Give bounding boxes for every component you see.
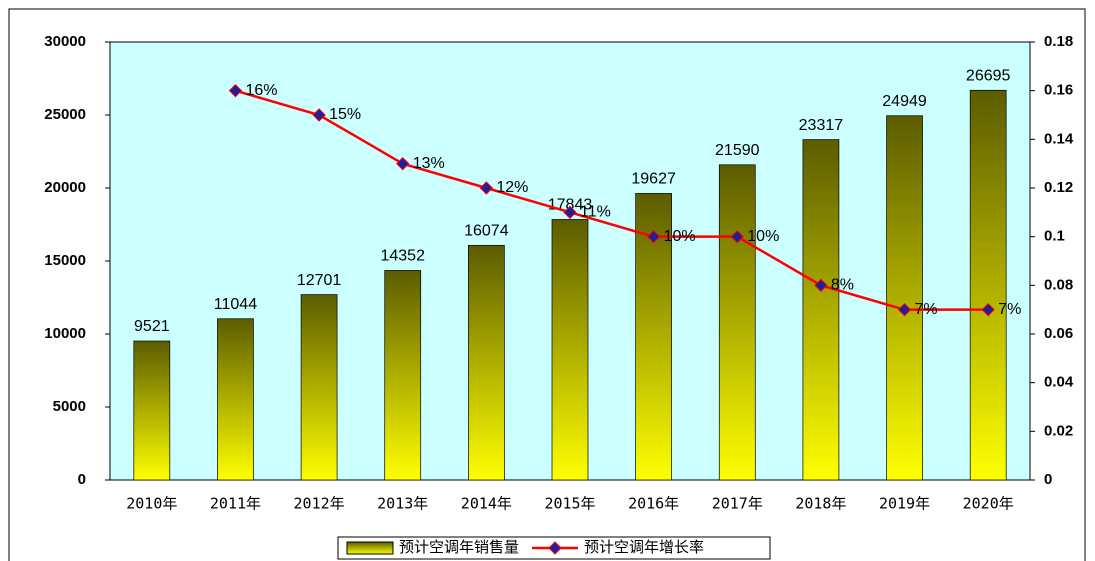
frame bbox=[8, 8, 1086, 561]
line-marker bbox=[228, 83, 243, 98]
x-tick-label: 2010年 bbox=[126, 495, 177, 513]
line bbox=[235, 89, 989, 311]
y2-tick-label: 0.08 bbox=[1044, 276, 1073, 293]
y-tick-label: 30000 bbox=[44, 33, 86, 50]
line-marker bbox=[897, 302, 912, 317]
x-tick-label: 2014年 bbox=[461, 495, 512, 513]
y-tick-label: 0 bbox=[78, 471, 86, 488]
bar-value-label: 12701 bbox=[297, 272, 342, 289]
line-marker bbox=[563, 205, 577, 220]
line-value-label: 12% bbox=[496, 179, 528, 196]
bar bbox=[551, 219, 589, 481]
line-marker bbox=[814, 278, 828, 293]
bar-value-label: 23317 bbox=[799, 117, 844, 134]
x-tick-label: 2015年 bbox=[544, 495, 595, 513]
x-tick-label: 2019年 bbox=[879, 495, 930, 513]
y2-tick-label: 0.02 bbox=[1044, 422, 1073, 439]
bar bbox=[133, 340, 171, 481]
y-tick-label: 10000 bbox=[44, 325, 86, 342]
line-value-label: 10% bbox=[664, 228, 696, 245]
bar-value-label: 19627 bbox=[631, 171, 676, 188]
legend-label: 预计空调年销售量 bbox=[399, 539, 519, 556]
line-value-label: 8% bbox=[831, 277, 854, 294]
legend-label: 预计空调年增长率 bbox=[584, 539, 704, 556]
bar bbox=[802, 139, 840, 481]
bar bbox=[300, 294, 338, 481]
y2-tick-label: 0.1 bbox=[1044, 228, 1065, 245]
legend-swatch bbox=[346, 541, 394, 555]
bar-value-label: 21590 bbox=[715, 142, 760, 159]
line-value-label: 15% bbox=[329, 106, 361, 123]
y2-tick-label: 0.06 bbox=[1044, 325, 1073, 342]
x-tick-label: 2012年 bbox=[294, 495, 345, 513]
line-value-label: 7% bbox=[998, 301, 1021, 318]
bar-value-label: 24949 bbox=[882, 93, 927, 110]
x-tick-label: 2016年 bbox=[628, 495, 679, 513]
x-tick-label: 2018年 bbox=[795, 495, 846, 513]
line-marker bbox=[312, 108, 326, 122]
line-value-label: 7% bbox=[915, 301, 938, 318]
y2-tick-label: 0 bbox=[1044, 471, 1052, 488]
x-tick-label: 2011年 bbox=[210, 495, 261, 513]
line-value-label: 11% bbox=[580, 204, 611, 221]
x-tick-label: 2013年 bbox=[377, 495, 428, 513]
y-tick-label: 20000 bbox=[44, 179, 86, 196]
bar bbox=[886, 115, 923, 481]
y-tick-label: 15000 bbox=[44, 252, 86, 269]
x-tick-label: 2020年 bbox=[963, 495, 1014, 513]
line-value-label: 16% bbox=[245, 82, 277, 99]
y2-tick-label: 0.18 bbox=[1044, 33, 1073, 50]
bar-value-label: 16074 bbox=[464, 223, 509, 240]
bar bbox=[217, 318, 254, 481]
bar bbox=[718, 164, 756, 481]
bar-value-label: 14352 bbox=[380, 248, 425, 265]
y2-tick-label: 0.04 bbox=[1044, 374, 1074, 391]
x-tick-label: 2017年 bbox=[712, 495, 763, 513]
y2-tick-label: 0.14 bbox=[1044, 130, 1074, 147]
y-tick-label: 5000 bbox=[53, 398, 86, 415]
legend-marker bbox=[548, 541, 562, 555]
bar-value-label: 26695 bbox=[966, 67, 1011, 84]
line-value-label: 13% bbox=[413, 155, 445, 172]
line-marker bbox=[981, 302, 995, 317]
bar bbox=[468, 244, 505, 481]
bar-value-label: 9521 bbox=[134, 318, 170, 335]
y2-tick-label: 0.12 bbox=[1044, 179, 1073, 196]
bar-value-label: 11044 bbox=[214, 296, 257, 313]
line-marker bbox=[646, 229, 661, 244]
line-marker bbox=[479, 181, 494, 195]
y2-tick-label: 0.16 bbox=[1044, 82, 1073, 99]
y-tick-label: 25000 bbox=[44, 106, 86, 123]
line-marker bbox=[730, 229, 744, 244]
line-marker bbox=[396, 156, 410, 171]
bar bbox=[384, 270, 422, 481]
bar bbox=[969, 89, 1007, 481]
line-value-label: 10% bbox=[747, 228, 779, 245]
